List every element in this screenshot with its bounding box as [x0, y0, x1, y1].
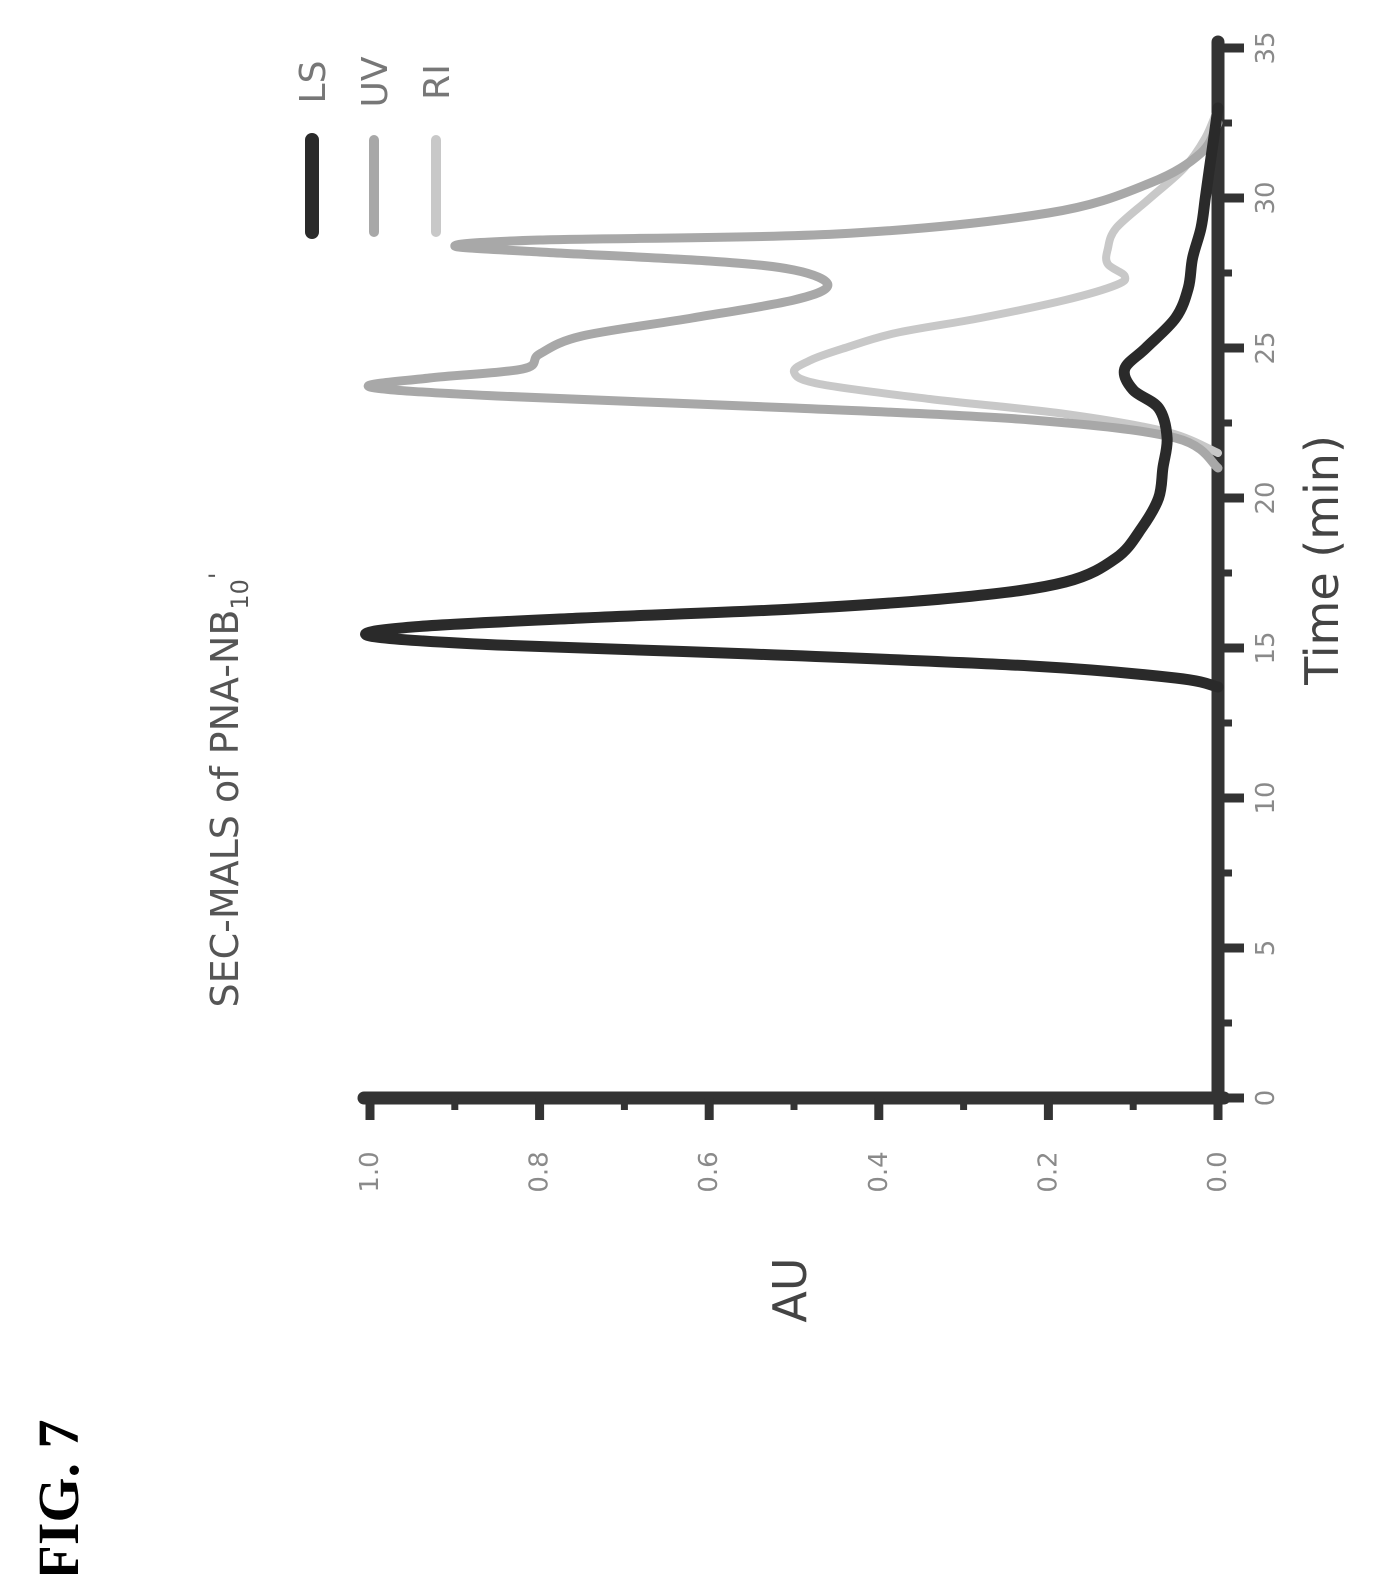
figure-label: FIG. 7 [26, 1419, 91, 1574]
time-tick-label: 35 [1251, 31, 1281, 64]
time-tick-label: 0 [1251, 1090, 1281, 1107]
au-tick-label: 0.8 [525, 1151, 555, 1192]
time-tick-label: 20 [1251, 481, 1281, 514]
y-axis-title: AU [763, 1257, 817, 1322]
au-tick-label: 0.0 [1203, 1151, 1233, 1192]
series-ls-line [360, 102, 1224, 693]
time-tick-label: 15 [1251, 631, 1281, 664]
au-tick-label: 0.4 [864, 1151, 894, 1192]
chart-title-superscript: ' [204, 572, 232, 579]
plot-area: 0 5 10 15 20 25 30 35 0.0 0.2 0.4 0.6 0.8 1.0 [355, 31, 1281, 1192]
series-uv-line [363, 118, 1223, 473]
legend: LS UV RI [293, 56, 458, 239]
legend-label-ls: LS [293, 61, 334, 104]
legend-label-uv: UV [355, 56, 396, 107]
au-tick-label: 0.6 [694, 1151, 724, 1192]
time-tick-label: 25 [1251, 331, 1281, 364]
chart-title-subscript: 10 [226, 579, 254, 610]
x-axis-title: Time (min) [1295, 435, 1349, 686]
au-tick-label: 1.0 [355, 1151, 385, 1192]
au-tick-label: 0.2 [1033, 1151, 1063, 1192]
legend-label-ri: RI [417, 64, 458, 100]
time-tick-label: 10 [1251, 781, 1281, 814]
chart-title-main: SEC-MALS of PNA-NB [203, 610, 247, 1008]
series-ri-line [789, 104, 1222, 457]
time-tick-label: 30 [1251, 181, 1281, 214]
chart-title: SEC-MALS of PNA-NB10' [203, 572, 254, 1007]
time-tick-label: 5 [1251, 940, 1281, 957]
